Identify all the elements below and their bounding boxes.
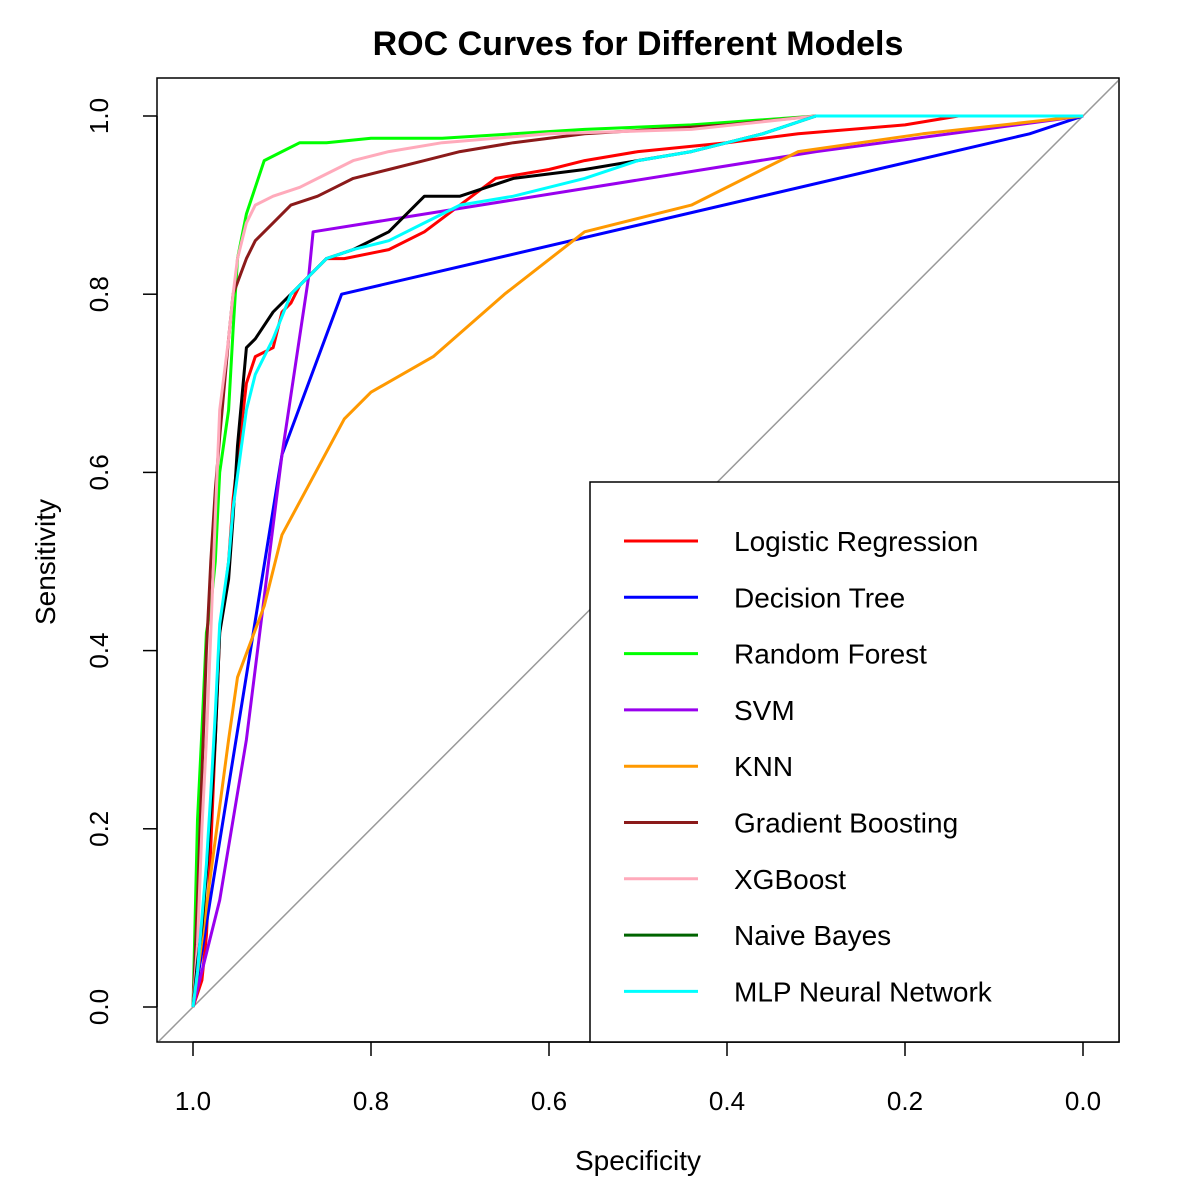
legend-label: Random Forest <box>734 639 927 670</box>
legend-item: SVM <box>624 695 795 726</box>
legend-label: Decision Tree <box>734 582 905 613</box>
legend-label: KNN <box>734 751 793 782</box>
x-tick-label: 0.2 <box>887 1086 923 1116</box>
chart-title: ROC Curves for Different Models <box>373 25 904 63</box>
legend: Logistic Regression Decision Tree Random F… <box>589 481 1120 1043</box>
legend-item: XGBoost <box>624 864 846 895</box>
plot-area <box>158 79 1118 1041</box>
legend-label: Gradient Boosting <box>734 808 958 839</box>
series-line-svm <box>191 114 1084 1008</box>
legend-label: Logistic Regression <box>734 526 978 557</box>
series-line-knn <box>191 114 1084 1008</box>
x-tick-label: 0.6 <box>531 1086 567 1116</box>
legend-item: Gradient Boosting <box>624 808 958 839</box>
legend-item: Random Forest <box>624 639 927 670</box>
x-tick-label: 0.0 <box>1065 1086 1101 1116</box>
legend-label: XGBoost <box>734 864 846 895</box>
legend-item: Logistic Regression <box>624 526 978 557</box>
legend-box <box>589 481 1120 1043</box>
x-axis-label: Specificity <box>575 1145 701 1176</box>
legend-item: Naive Bayes <box>624 920 891 951</box>
series-line-xgboost <box>191 114 1083 1008</box>
axes: 1.0 0.8 0.6 0.4 0.2 0.0 0.0 0.2 0.4 0.6 0.8 1.0 <box>84 98 1101 1116</box>
legend-label: SVM <box>734 695 795 726</box>
y-tick-label: 0.8 <box>84 276 114 312</box>
y-tick-label: 0.2 <box>84 811 114 847</box>
x-tick-label: 0.8 <box>353 1086 389 1116</box>
y-tick-label: 1.0 <box>84 98 114 134</box>
series-line-gradient-boosting <box>191 114 1083 1008</box>
y-tick-label: 0.0 <box>84 989 114 1025</box>
x-tick-label: 0.4 <box>709 1086 745 1116</box>
legend-item: KNN <box>624 751 793 782</box>
x-tick-label: 1.0 <box>175 1086 211 1116</box>
legend-label: MLP Neural Network <box>734 976 993 1007</box>
y-tick-label: 0.6 <box>84 454 114 490</box>
legend-label: Naive Bayes <box>734 920 891 951</box>
legend-item: Decision Tree <box>624 582 905 613</box>
y-axis-label: Sensitivity <box>30 499 61 625</box>
legend-item: MLP Neural Network <box>624 976 993 1007</box>
y-tick-label: 0.4 <box>84 633 114 669</box>
series-line-mlp-neural-network <box>191 114 1083 1008</box>
